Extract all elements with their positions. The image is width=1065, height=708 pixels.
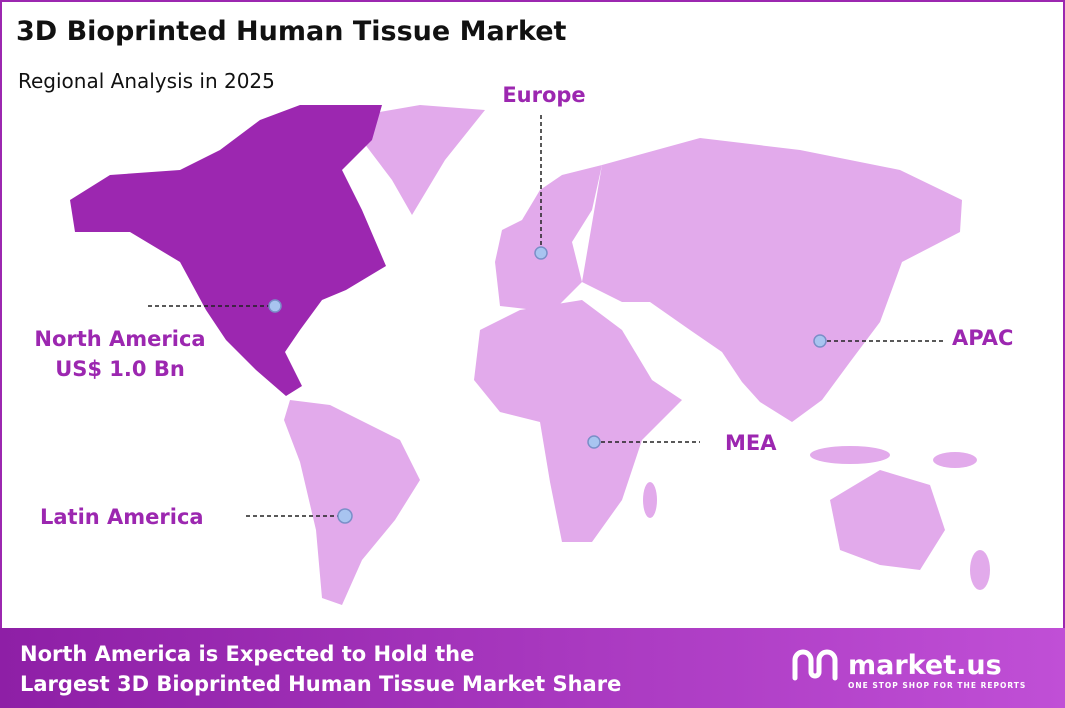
marker	[587, 435, 601, 449]
greenland	[345, 105, 485, 215]
region-markers	[148, 115, 945, 524]
logo: market.us ONE STOP SHOP FOR THE REPORTS	[792, 649, 1026, 690]
south-america	[284, 400, 420, 605]
world-map	[70, 105, 990, 605]
marker	[337, 508, 353, 524]
footer-text: North America is Expected to Hold the	[20, 642, 474, 666]
region-label: North America	[34, 327, 205, 351]
region-value: US$ 1.0 Bn	[55, 357, 185, 381]
australia	[830, 470, 945, 570]
title: 3D Bioprinted Human Tissue Market	[16, 16, 567, 47]
asia	[582, 138, 962, 422]
marker	[268, 299, 282, 313]
brand: market.us	[848, 650, 1002, 681]
footer-text: Largest 3D Bioprinted Human Tissue Marke…	[20, 672, 621, 696]
madagascar	[643, 482, 657, 518]
new-zealand	[970, 550, 990, 590]
region-label: APAC	[952, 326, 1013, 350]
marker	[813, 334, 827, 348]
marker	[534, 246, 548, 260]
africa	[474, 300, 682, 542]
north-america	[70, 105, 386, 396]
region-label: Europe	[502, 83, 585, 107]
region-label: MEA	[725, 431, 777, 455]
region-label: Latin America	[40, 505, 204, 529]
europe	[495, 165, 602, 312]
indonesia	[810, 446, 890, 464]
footer-band	[0, 628, 1065, 708]
tagline: ONE STOP SHOP FOR THE REPORTS	[848, 681, 1026, 690]
papua	[933, 452, 977, 468]
subtitle: Regional Analysis in 2025	[18, 69, 275, 93]
